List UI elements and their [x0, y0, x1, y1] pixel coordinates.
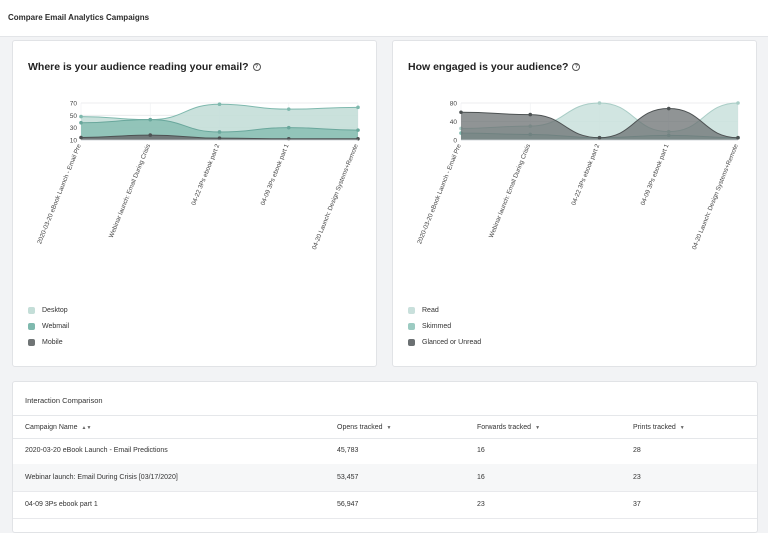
legend-swatch [28, 322, 35, 330]
page-title: Compare Email Analytics Campaigns [8, 13, 150, 22]
legend-swatch [28, 338, 35, 346]
legend-swatch [408, 306, 415, 314]
data-point [79, 135, 83, 140]
cell-forwards: 23 [477, 501, 485, 508]
y-tick-label: 10 [70, 138, 78, 145]
chart-legend: Read Skimmed Glanced or Unread [408, 302, 481, 350]
top-bar: Compare Email Analytics Campaigns [0, 0, 768, 37]
legend-label: Read [422, 306, 439, 314]
y-tick-label: 30 [70, 125, 78, 132]
x-tick-label: Webinar launch: Email During Crisis [488, 143, 532, 239]
column-header-label: Prints tracked [633, 424, 676, 431]
x-tick-label: 04-09 3Ps ebook part 1 [640, 143, 671, 207]
legend-label: Mobile [42, 338, 63, 346]
y-tick-label: 0 [453, 138, 457, 145]
cell-prints: 28 [633, 447, 641, 454]
data-point [459, 110, 463, 115]
x-tick-label: 2020-03-20 eBook Launch - Email Pre [36, 143, 83, 245]
x-tick-label: 04-22 3Ps ebook part 2 [190, 143, 221, 207]
help-circle-icon[interactable]: ? [572, 63, 581, 71]
legend-item-webmail[interactable]: Webmail [28, 318, 69, 334]
data-point [217, 130, 222, 134]
data-point [597, 135, 602, 140]
legend-swatch [408, 338, 415, 346]
cell-campaign-name: 2020-03-20 eBook Launch - Email Predicti… [25, 447, 168, 454]
sort-down-icon[interactable]: ▼ [386, 425, 392, 431]
table-header: Campaign Name ▲▼ Opens tracked ▼ Forwards … [13, 415, 757, 439]
column-header-label: Forwards tracked [477, 424, 532, 431]
cell-opens: 45,783 [337, 447, 359, 454]
data-point [666, 106, 671, 111]
legend-swatch [408, 322, 415, 330]
cell-opens: 53,457 [337, 474, 359, 481]
x-tick-label: 04-20 Launch: Design Systems+Remote [311, 143, 360, 251]
legend-item-read[interactable]: Read [408, 302, 481, 318]
data-point [286, 107, 291, 111]
legend-swatch [28, 306, 35, 314]
sort-icon[interactable]: ▲▼ [81, 425, 92, 431]
column-header-forwards[interactable]: Forwards tracked ▼ [477, 424, 540, 431]
cell-prints: 23 [633, 474, 641, 481]
legend-item-mobile[interactable]: Mobile [28, 334, 69, 350]
data-point [736, 135, 740, 140]
chart-title: Where is your audience reading your emai… [28, 61, 261, 73]
interaction-comparison-table: Interaction Comparison Campaign Name ▲▼ O… [12, 381, 758, 533]
chart-legend: Desktop Webmail Mobile [28, 302, 69, 350]
x-tick-label: Webinar launch: Email During Crisis [108, 143, 152, 239]
y-tick-label: 50 [70, 113, 78, 120]
cell-forwards: 16 [477, 447, 485, 454]
table-row[interactable]: 04-09 3Ps ebook part 1 56,947 23 37 [13, 491, 757, 519]
reading-chart: 10 30 50 70 2020-03-20 eBook Launch - Email … [36, 101, 360, 251]
legend-label: Skimmed [422, 322, 452, 330]
cell-prints: 37 [633, 501, 641, 508]
data-point [528, 112, 533, 117]
data-point [79, 114, 83, 119]
legend-item-skimmed[interactable]: Skimmed [408, 318, 481, 334]
data-point [286, 125, 291, 130]
legend-item-desktop[interactable]: Desktop [28, 302, 69, 318]
engagement-card: How engaged is your audience?? 0 40 80 2020… [392, 40, 757, 367]
x-tick-label: 2020-03-20 eBook Launch - Email Pre [416, 143, 463, 245]
data-point [148, 117, 153, 122]
cell-campaign-name: Webinar launch: Email During Crisis [03/… [25, 474, 178, 481]
table-row[interactable]: Webinar launch: Email During Crisis [03/… [13, 464, 757, 492]
engagement-chart: 0 40 80 2020-03-20 eBook Launch - Email Pre… [416, 101, 740, 251]
help-circle-icon[interactable]: ? [252, 63, 261, 71]
column-header-opens[interactable]: Opens tracked ▼ [337, 424, 391, 431]
legend-label: Webmail [42, 322, 70, 330]
data-point [79, 120, 83, 125]
cell-forwards: 16 [477, 474, 485, 481]
data-point [217, 102, 222, 107]
column-header-label: Opens tracked [337, 424, 383, 431]
column-header-prints[interactable]: Prints tracked ▼ [633, 424, 685, 431]
x-tick-label: 04-22 3Ps ebook part 2 [570, 143, 601, 207]
sort-down-icon[interactable]: ▼ [679, 425, 685, 431]
data-point [356, 105, 360, 110]
legend-label: Desktop [42, 306, 68, 314]
table-row[interactable]: 2020-03-20 eBook Launch - Email Predicti… [13, 437, 757, 465]
legend-item-glanced[interactable]: Glanced or Unread [408, 334, 481, 350]
column-header-label: Campaign Name [25, 424, 78, 431]
legend-label: Glanced or Unread [422, 338, 482, 346]
cell-opens: 56,947 [337, 501, 359, 508]
data-point [148, 133, 153, 137]
sort-down-icon[interactable]: ▼ [535, 425, 541, 431]
x-tick-label: 04-09 3Ps ebook part 1 [260, 143, 291, 207]
audience-reading-card: Where is your audience reading your emai… [12, 40, 377, 367]
data-point [597, 101, 602, 105]
table-title: Interaction Comparison [25, 396, 103, 405]
y-tick-label: 40 [450, 119, 458, 126]
chart-title: How engaged is your audience?? [408, 61, 581, 73]
series-area-glanced-or-unread [461, 108, 738, 140]
cell-campaign-name: 04-09 3Ps ebook part 1 [25, 501, 98, 508]
chart-title-text: How engaged is your audience? [408, 61, 569, 73]
x-tick-label: 04-20 Launch: Design Systems+Remote [691, 143, 740, 251]
y-tick-label: 70 [70, 101, 78, 108]
column-header-campaign-name[interactable]: Campaign Name ▲▼ [25, 424, 91, 431]
y-tick-label: 80 [450, 101, 458, 108]
chart-title-text: Where is your audience reading your emai… [28, 61, 249, 73]
data-point [356, 128, 360, 132]
data-point [217, 136, 222, 140]
data-point [736, 101, 740, 105]
